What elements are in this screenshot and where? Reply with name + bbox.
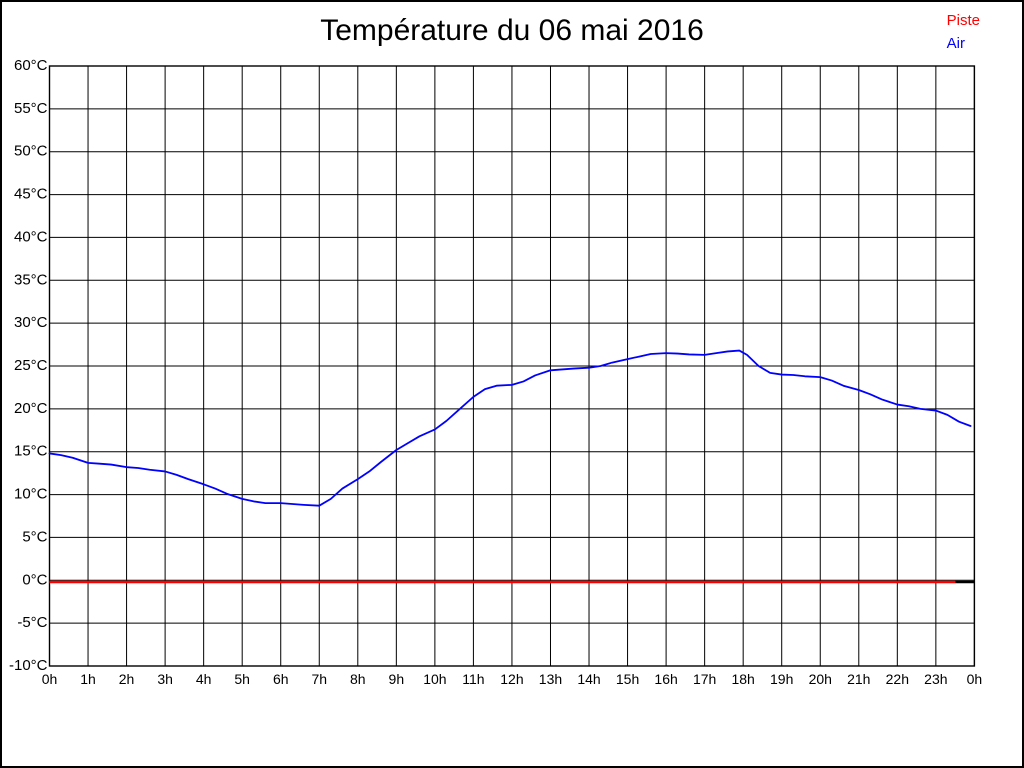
svg-text:21h: 21h	[847, 671, 870, 687]
svg-text:35°C: 35°C	[14, 271, 48, 288]
svg-text:7h: 7h	[311, 671, 327, 687]
svg-text:30°C: 30°C	[14, 314, 48, 331]
svg-text:15h: 15h	[616, 671, 639, 687]
svg-text:15°C: 15°C	[14, 443, 48, 460]
svg-text:14h: 14h	[577, 671, 600, 687]
svg-text:1h: 1h	[80, 671, 96, 687]
svg-text:3h: 3h	[157, 671, 173, 687]
svg-text:40°C: 40°C	[14, 228, 48, 245]
svg-text:10°C: 10°C	[14, 486, 48, 503]
svg-text:50°C: 50°C	[14, 143, 48, 160]
svg-text:45°C: 45°C	[14, 186, 48, 203]
svg-text:0h: 0h	[42, 671, 58, 687]
svg-text:12h: 12h	[500, 671, 523, 687]
svg-text:17h: 17h	[693, 671, 716, 687]
svg-text:5h: 5h	[234, 671, 250, 687]
svg-text:22h: 22h	[886, 671, 909, 687]
svg-text:9h: 9h	[389, 671, 405, 687]
svg-text:23h: 23h	[924, 671, 947, 687]
svg-text:25°C: 25°C	[14, 357, 48, 374]
svg-text:10h: 10h	[423, 671, 446, 687]
svg-text:13h: 13h	[539, 671, 562, 687]
svg-text:16h: 16h	[654, 671, 677, 687]
svg-text:11h: 11h	[462, 671, 484, 687]
svg-text:-5°C: -5°C	[17, 614, 47, 631]
svg-text:18h: 18h	[731, 671, 754, 687]
svg-text:55°C: 55°C	[14, 100, 48, 117]
svg-text:4h: 4h	[196, 671, 212, 687]
svg-text:19h: 19h	[770, 671, 793, 687]
svg-text:2h: 2h	[119, 671, 135, 687]
svg-text:20h: 20h	[809, 671, 832, 687]
svg-text:0°C: 0°C	[22, 571, 47, 588]
svg-text:60°C: 60°C	[14, 57, 48, 74]
svg-text:20°C: 20°C	[14, 400, 48, 417]
svg-text:5°C: 5°C	[22, 528, 47, 545]
svg-text:6h: 6h	[273, 671, 289, 687]
svg-text:0h: 0h	[967, 671, 983, 687]
svg-text:8h: 8h	[350, 671, 366, 687]
